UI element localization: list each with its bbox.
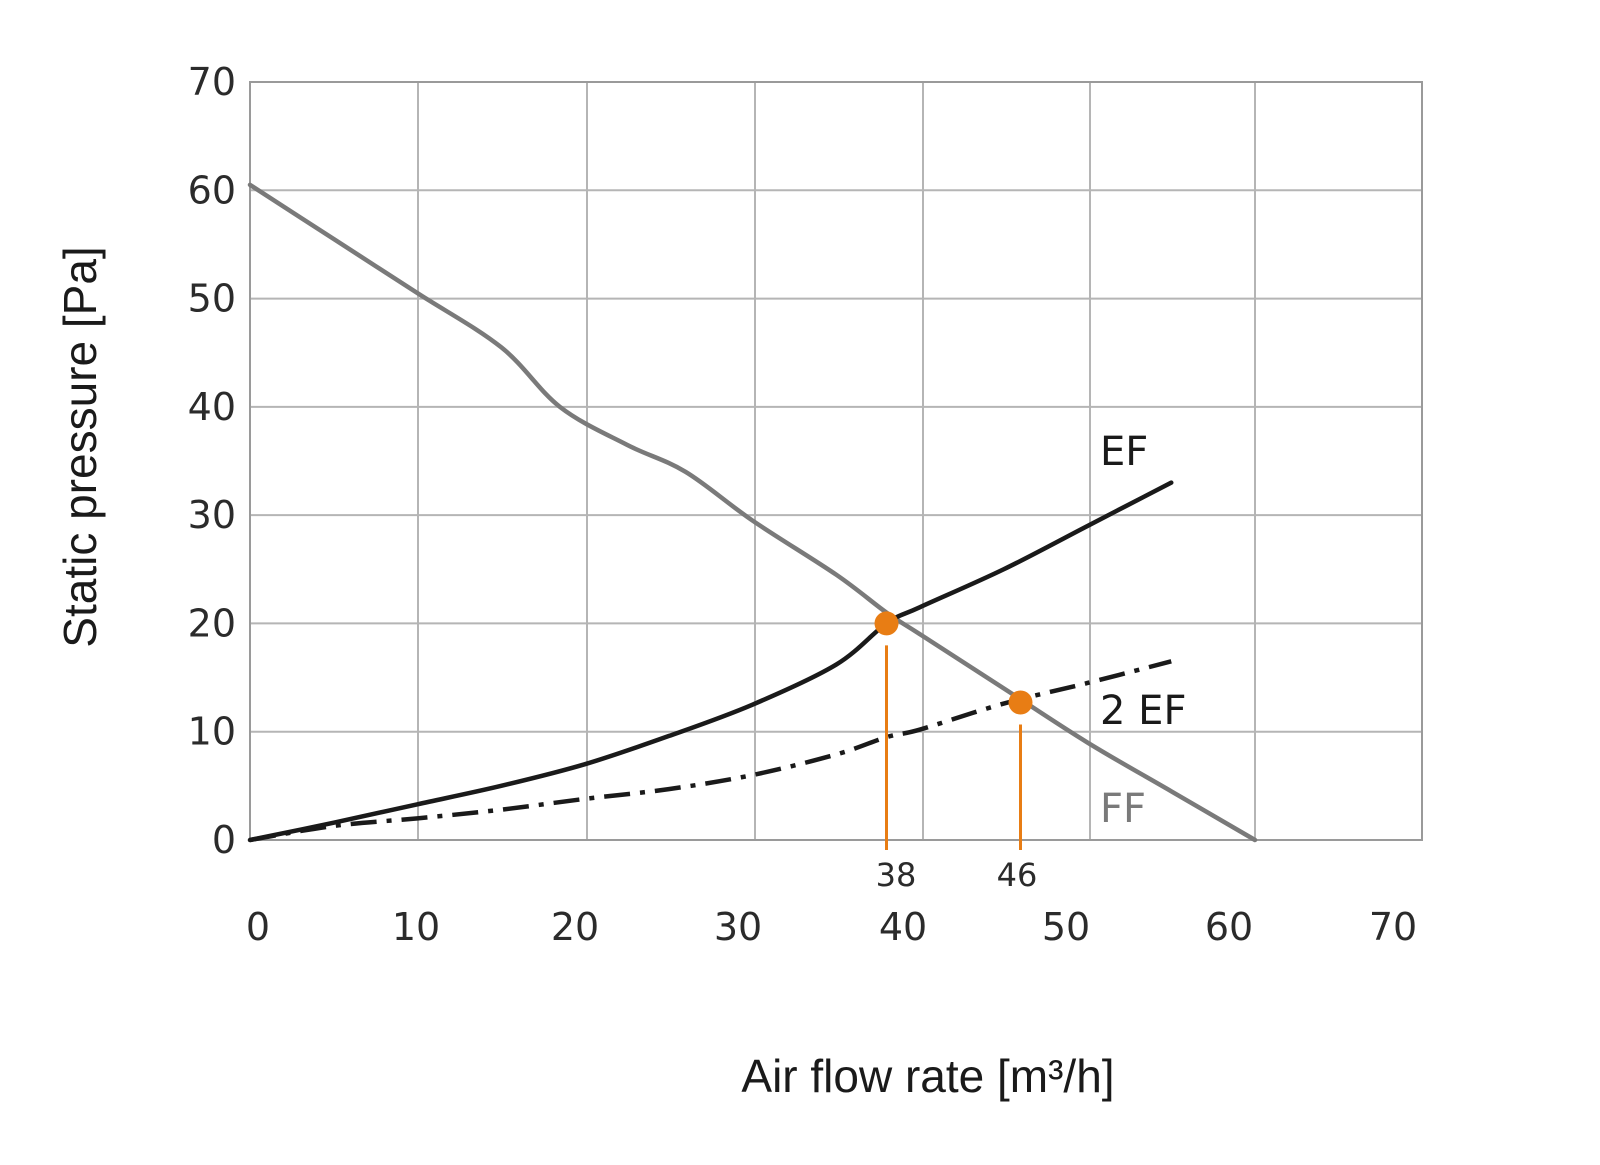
x-tick-label: 60 (1205, 905, 1253, 949)
operating-point-marker (1008, 690, 1033, 715)
chart-series (247, 182, 1258, 843)
x-tick-label: 70 (1369, 905, 1417, 949)
series-line-2-ef (249, 659, 1172, 843)
series-label-2-ef: 2 EF (1100, 688, 1186, 734)
x-axis-ticks: 0 10 20 30 40 50 60 70 (246, 905, 1417, 949)
series-labels: FF EF 2 EF (1100, 429, 1186, 832)
x-tick-label: 30 (714, 905, 762, 949)
x-tick-label: 0 (246, 905, 270, 949)
y-tick-label: 50 (188, 277, 236, 321)
x-tick-label: 50 (1042, 905, 1090, 949)
operating-point-label: 46 (997, 856, 1038, 894)
operating-point-label: 38 (876, 856, 917, 894)
plot-frame (249, 81, 1423, 841)
y-tick-label: 30 (188, 493, 236, 537)
plot-grid (249, 81, 1423, 841)
y-axis-title: Static pressure [Pa] (54, 246, 106, 647)
operating-points: 38 46 (874, 611, 1038, 894)
series-line-ff (247, 182, 1258, 843)
series-label-ff: FF (1100, 786, 1146, 832)
y-tick-label: 60 (188, 168, 236, 212)
x-tick-label: 40 (879, 905, 927, 949)
y-tick-label: 40 (188, 385, 236, 429)
x-tick-label: 20 (551, 905, 599, 949)
series-line-ef (247, 480, 1174, 843)
series-label-ef: EF (1100, 429, 1148, 475)
operating-point-marker (874, 611, 899, 636)
y-tick-label: 0 (212, 818, 236, 862)
y-tick-label: 10 (188, 710, 236, 754)
x-axis-title: Air flow rate [m³/h] (741, 1050, 1114, 1102)
y-axis-ticks: 0 10 20 30 40 50 60 70 (188, 60, 236, 862)
operating-point-lines (885, 645, 1022, 850)
x-tick-label: 10 (392, 905, 440, 949)
y-tick-label: 20 (188, 601, 236, 645)
y-tick-label: 70 (188, 60, 236, 104)
